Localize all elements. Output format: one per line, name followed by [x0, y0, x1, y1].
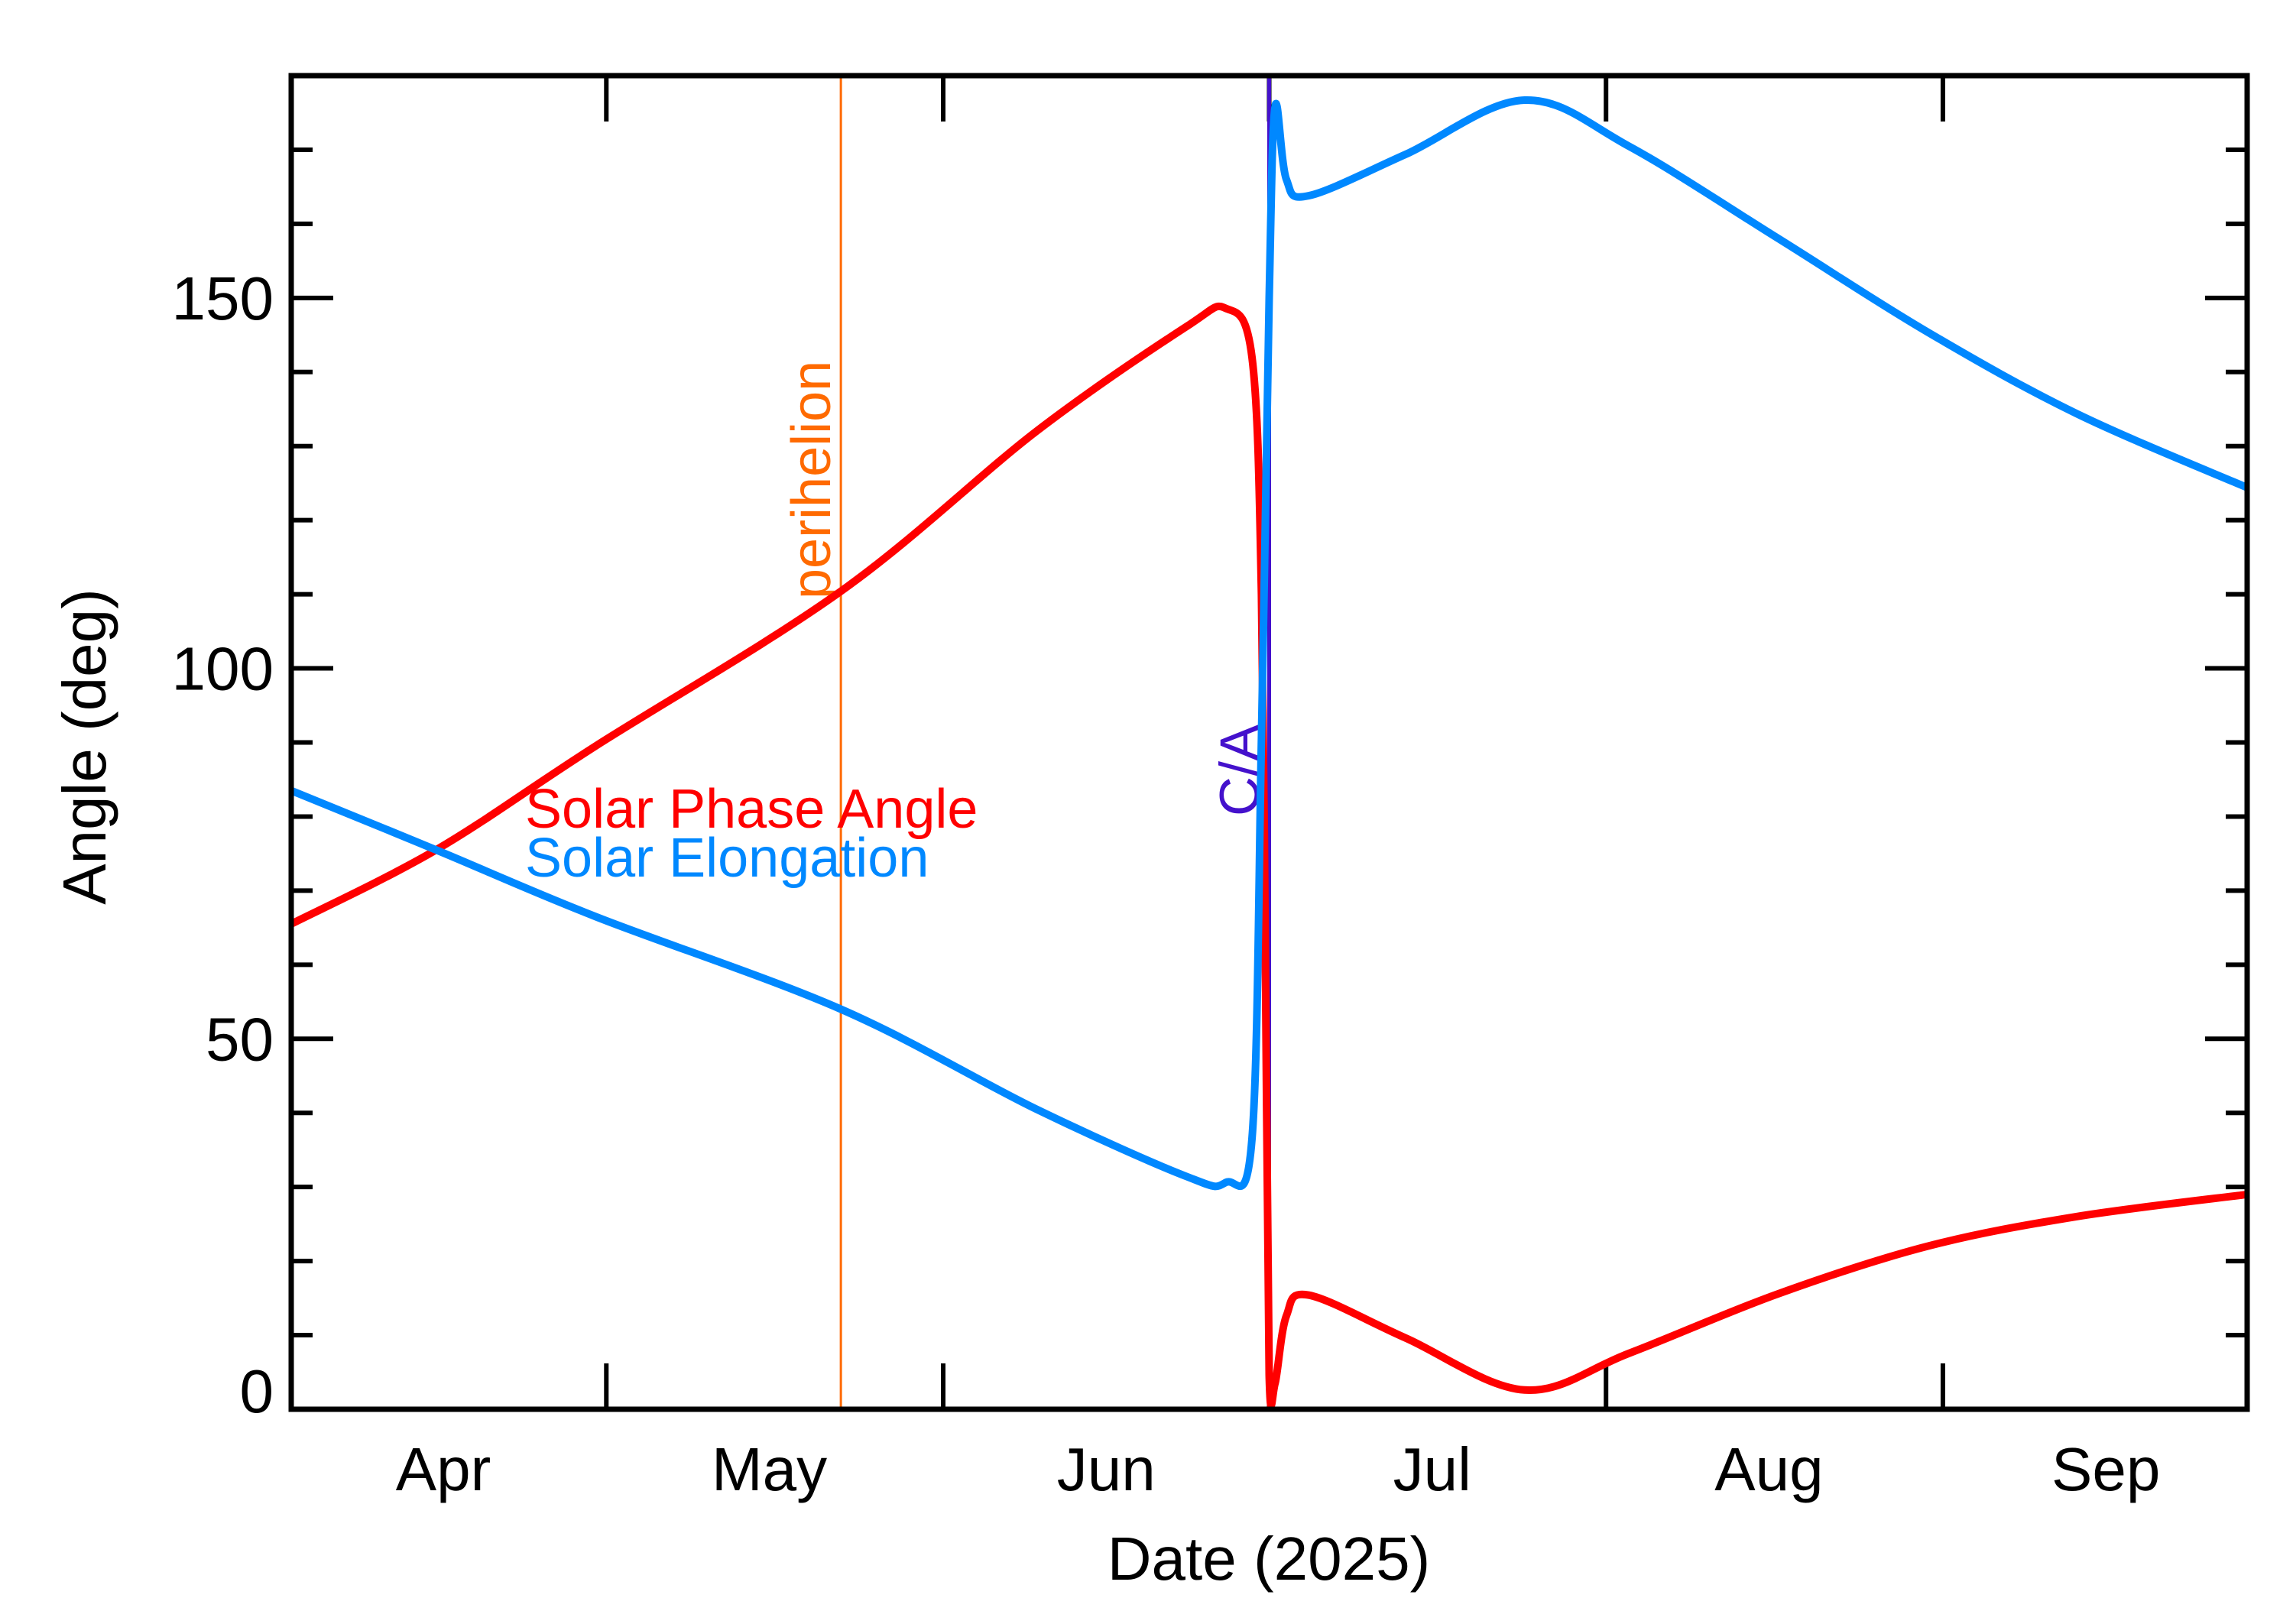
legend-solar-phase-angle: Solar Phase Angle — [525, 779, 978, 840]
x-axis-label: Date (2025) — [1108, 1525, 1430, 1593]
y-tick-label: 150 — [172, 264, 274, 332]
y-tick-label: 50 — [206, 1005, 274, 1073]
x-tick-labels: Apr May Jun Jul Aug Sep — [396, 1435, 2161, 1503]
y-tick-labels: 0 50 100 150 — [172, 264, 274, 1425]
series-solar-phase-angle — [289, 302, 2248, 1410]
x-tick-label: May — [712, 1435, 827, 1503]
legend-solar-elongation: Solar Elongation — [525, 828, 929, 889]
x-tick-label: Jul — [1393, 1435, 1471, 1503]
y-tick-label: 100 — [172, 635, 274, 703]
x-tick-label: Apr — [396, 1435, 491, 1503]
x-tick-label: Jun — [1057, 1435, 1156, 1503]
y-axis-label: Angle (deg) — [50, 588, 118, 905]
series-lines — [289, 96, 2249, 1410]
y-tick-label: 0 — [240, 1357, 274, 1425]
annotation-label-perihelion: perihelion — [781, 361, 842, 599]
series-solar-elongation — [290, 96, 2249, 1191]
plot-frame — [288, 73, 2250, 1412]
x-tick-label: Sep — [2051, 1435, 2160, 1503]
x-tick-label: Aug — [1714, 1435, 1823, 1503]
